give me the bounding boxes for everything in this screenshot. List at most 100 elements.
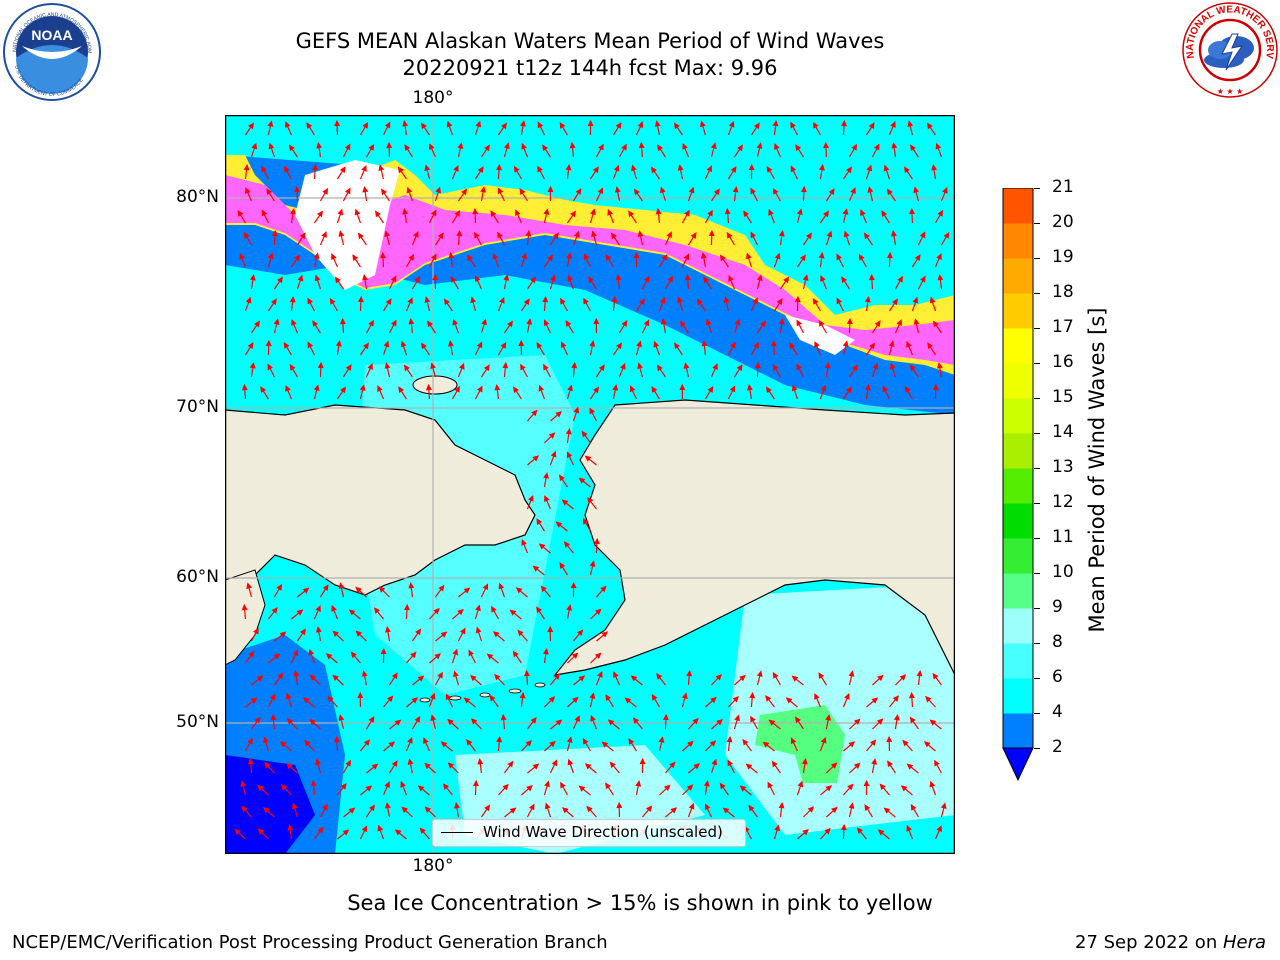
wind-arrow-head: [338, 582, 345, 589]
wind-arrow-head: [630, 675, 638, 682]
wind-arrow-head: [276, 583, 283, 591]
lon-label-top: 180°: [412, 88, 454, 108]
wind-arrow-head: [906, 341, 912, 348]
wind-arrow-head: [848, 670, 855, 677]
wind-arrow-head: [587, 119, 594, 127]
wind-arrow-head: [394, 829, 402, 836]
wind-arrow-head: [708, 229, 715, 237]
colorbar-segment: [1003, 643, 1033, 679]
wind-arrow-head: [397, 166, 404, 174]
wind-arrow-head: [914, 254, 921, 262]
colorbar-segment: [1003, 503, 1033, 539]
wind-arrow-head: [294, 185, 300, 193]
legend-line-sample: [441, 832, 473, 833]
wind-arrow-head: [243, 163, 250, 171]
wind-arrow-head: [313, 252, 320, 259]
wind-arrow-head: [778, 801, 785, 809]
wind-arrow-head: [271, 607, 278, 614]
wind-arrow-head: [377, 385, 383, 392]
wind-arrow-head: [526, 785, 533, 792]
colorbar-tick-label: 12: [1052, 492, 1074, 512]
wind-arrow-head: [560, 341, 567, 349]
wind-arrow-head: [927, 342, 934, 350]
wind-arrow-head: [437, 671, 443, 679]
wind-arrow-head: [394, 719, 402, 726]
wind-arrow-head: [846, 317, 853, 325]
wind-arrow-head: [555, 411, 562, 418]
wind-arrow-head: [384, 121, 391, 129]
wind-arrow-head: [729, 385, 736, 393]
wind-arrow-head: [571, 652, 579, 659]
wind-arrow-head: [477, 166, 484, 174]
wind-arrow-head: [669, 761, 676, 769]
wind-arrow-head: [352, 254, 359, 262]
colorbar-tick-mark: [1034, 573, 1040, 574]
wind-arrow-head: [332, 630, 339, 637]
wind-arrow-head: [407, 736, 413, 744]
wind-arrow-head: [413, 230, 419, 238]
wind-arrow-head: [481, 318, 487, 326]
wind-arrow-head: [633, 251, 640, 259]
wind-arrow-head: [900, 785, 908, 792]
lat-label-50n: 50°N: [176, 712, 219, 732]
wind-arrow-head: [407, 297, 413, 304]
wind-arrow-head: [929, 719, 937, 726]
wind-arrow-head: [583, 253, 590, 261]
wind-arrow-head: [357, 232, 364, 240]
colorbar-tick-label: 15: [1052, 387, 1074, 407]
wind-arrow-head: [472, 207, 479, 215]
wind-arrow-head: [767, 781, 774, 789]
wind-arrow-head: [547, 185, 554, 193]
wind-arrow-head: [452, 318, 459, 326]
wind-arrow-head: [294, 254, 301, 262]
wind-arrow-head: [264, 761, 271, 769]
wind-arrow-head: [254, 320, 261, 328]
wind-arrow-head: [814, 341, 820, 348]
wind-arrow-head: [345, 759, 352, 767]
wind-arrow-head: [936, 253, 942, 260]
wind-arrow-head: [424, 296, 431, 303]
wind-arrow-head: [519, 691, 526, 699]
wind-arrow-head: [728, 120, 735, 128]
wind-arrow-head: [528, 494, 534, 502]
wind-arrow-head: [886, 735, 893, 743]
wind-arrow-head: [756, 670, 763, 678]
wind-arrow-head: [417, 675, 425, 682]
wind-arrow-head: [291, 802, 298, 810]
wind-arrow-head: [677, 164, 684, 171]
wind-arrow-head: [573, 230, 580, 238]
wind-arrow-head: [583, 297, 589, 305]
wind-arrow-head: [597, 187, 604, 195]
wind-arrow-head: [474, 231, 480, 239]
wind-arrow-head: [408, 253, 415, 261]
wind-arrow-head: [331, 253, 337, 260]
wind-arrow-head: [327, 695, 334, 703]
wind-arrow-head: [268, 142, 275, 150]
colorbar-tick-mark: [1034, 258, 1040, 259]
wind-arrow-head: [267, 252, 274, 260]
wind-arrow-head: [400, 780, 406, 788]
colorbar-extend-arrow: [1002, 747, 1034, 782]
wind-arrow-head: [590, 714, 596, 722]
wind-arrow-head: [620, 362, 626, 370]
wind-arrow-head: [544, 495, 550, 502]
wind-arrow-head: [430, 362, 436, 370]
wind-arrow-head: [925, 695, 932, 703]
wind-arrow-head: [888, 340, 895, 347]
footer-left: NCEP/EMC/Verification Post Processing Pr…: [12, 932, 608, 953]
wind-arrow-head: [239, 252, 245, 260]
wind-arrow-head: [818, 319, 825, 327]
wind-arrow-head: [498, 582, 505, 590]
colorbar-tick-label: 21: [1052, 177, 1074, 197]
wind-arrow-head: [337, 208, 344, 216]
wind-arrow-head: [588, 276, 594, 284]
wind-arrow-head: [317, 210, 323, 218]
wind-arrow-head: [570, 210, 576, 218]
wind-arrow-head: [291, 319, 297, 326]
colorbar-tick-mark: [1034, 328, 1040, 329]
wind-arrow-head: [715, 674, 722, 681]
wind-arrow-head: [843, 230, 850, 238]
wind-arrow-head: [322, 187, 329, 195]
wind-arrow-head: [525, 229, 532, 237]
wind-arrow-head: [693, 763, 700, 770]
